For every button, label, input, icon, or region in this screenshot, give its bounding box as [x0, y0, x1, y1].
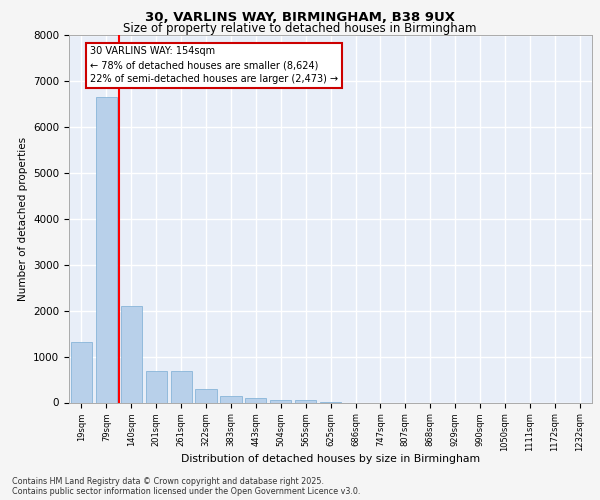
X-axis label: Distribution of detached houses by size in Birmingham: Distribution of detached houses by size …	[181, 454, 480, 464]
Bar	[146, 372, 167, 402]
Bar	[96, 97, 117, 402]
Text: 30, VARLINS WAY, BIRMINGHAM, B38 9UX: 30, VARLINS WAY, BIRMINGHAM, B38 9UX	[145, 11, 455, 24]
Text: Contains public sector information licensed under the Open Government Licence v3: Contains public sector information licen…	[12, 487, 361, 496]
Bar	[71, 342, 92, 402]
Bar	[170, 372, 192, 402]
Bar	[295, 400, 316, 402]
Text: Contains HM Land Registry data © Crown copyright and database right 2025.: Contains HM Land Registry data © Crown c…	[12, 477, 324, 486]
Bar	[121, 306, 142, 402]
Bar	[196, 389, 217, 402]
Text: Size of property relative to detached houses in Birmingham: Size of property relative to detached ho…	[123, 22, 477, 35]
Text: 30 VARLINS WAY: 154sqm
← 78% of detached houses are smaller (8,624)
22% of semi-: 30 VARLINS WAY: 154sqm ← 78% of detached…	[90, 46, 338, 84]
Y-axis label: Number of detached properties: Number of detached properties	[17, 136, 28, 301]
Bar	[245, 398, 266, 402]
Bar	[270, 400, 292, 402]
Bar	[220, 396, 242, 402]
